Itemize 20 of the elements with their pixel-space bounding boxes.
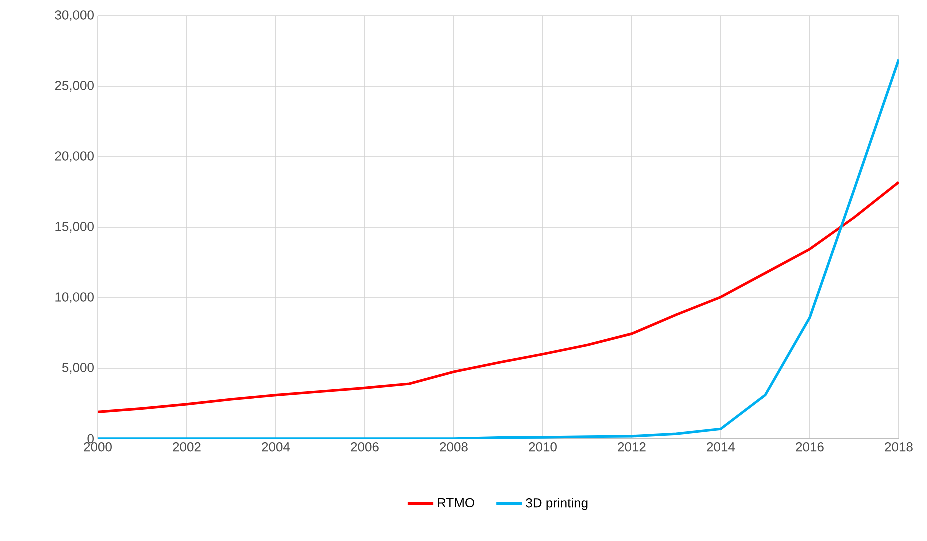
x-tick-label: 2006 xyxy=(351,442,379,452)
y-tick-label: 10,000 xyxy=(56,292,94,304)
legend-label: RTMO xyxy=(438,498,474,508)
y-tick-label: 15,000 xyxy=(56,222,94,233)
x-tick-label: 2016 xyxy=(796,442,824,452)
x-tick-label: 2012 xyxy=(618,442,646,452)
x-tick-label: 2018 xyxy=(885,442,913,452)
x-tick-label: 2004 xyxy=(262,442,290,452)
x-tick-label: 2002 xyxy=(173,442,201,452)
y-tick-label: 5,000 xyxy=(62,363,94,374)
x-tick-label: 2008 xyxy=(440,442,468,452)
line-series xyxy=(98,181,899,414)
x-tick-label: 2014 xyxy=(707,442,736,452)
x-tick-label: 2010 xyxy=(529,442,557,452)
legend-label: 3D printing xyxy=(526,498,588,510)
y-tick-label: 25,000 xyxy=(55,81,94,92)
y-tick-label: 0 xyxy=(88,434,94,444)
x-tick-label: 2000 xyxy=(84,442,112,452)
y-tick-label: 20,000 xyxy=(55,152,94,162)
y-tick-label: 30,000 xyxy=(55,10,94,22)
